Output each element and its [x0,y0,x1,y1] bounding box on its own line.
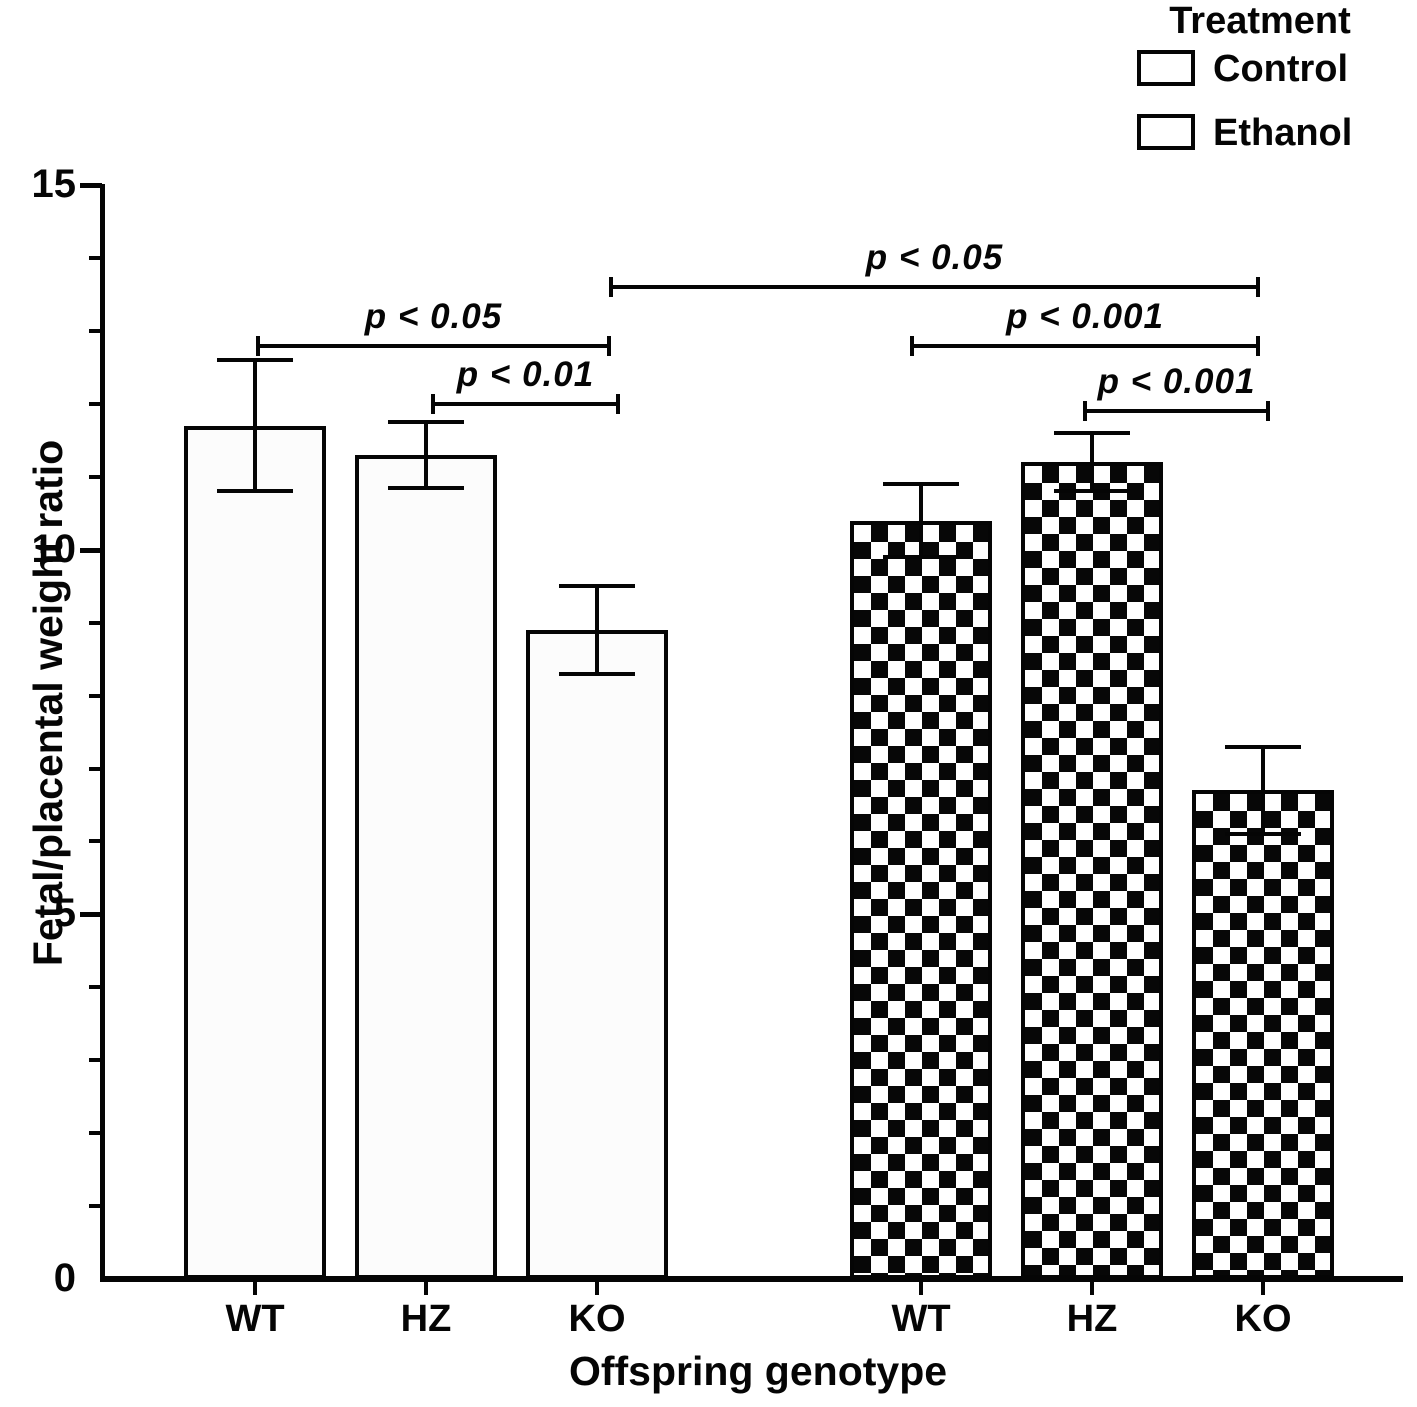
y-tick-label: 15 [31,162,77,207]
sig-bracket-line-2 [611,285,1258,290]
x-label-control-hz: HZ [400,1298,452,1340]
error-cap-top-ethanol-ko [1225,744,1301,749]
y-minor-tick [89,693,102,698]
error-cap-bottom-control-ko [559,671,635,676]
y-major-tick [80,183,102,189]
sig-bracket-line-3 [912,343,1258,348]
x-tick-control-hz [424,1282,428,1295]
error-cap-top-control-hz [388,420,464,425]
sig-bracket-cap-right-3 [1256,335,1260,356]
y-minor-tick [89,839,102,844]
sig-label-3: p < 0.001 [1006,296,1164,336]
sig-label-2: p < 0.05 [865,238,1004,278]
sig-label-1: p < 0.01 [456,354,595,394]
legend-label-control: Control [1213,48,1349,90]
bar-control-wt [184,425,326,1279]
y-minor-tick [89,329,102,334]
y-major-tick [80,547,102,553]
error-stem-control-hz [424,422,428,488]
x-axis-title: Offspring genotype [568,1348,948,1394]
error-stem-control-ko [595,586,599,674]
x-tick-ethanol-wt [919,1282,923,1295]
error-cap-top-control-wt [217,358,293,363]
sig-bracket-cap-right-1 [616,393,620,414]
y-minor-tick [89,1131,102,1136]
y-tick-label: 5 [53,891,76,936]
x-label-control-wt: WT [225,1298,285,1340]
x-label-ethanol-hz: HZ [1066,1298,1118,1340]
y-minor-tick [89,985,102,990]
y-tick-label: 0 [53,1256,76,1300]
y-minor-tick [89,1058,102,1063]
sig-bracket-cap-right-0 [607,335,611,356]
y-minor-tick [89,401,102,406]
bar-control-hz [355,455,497,1279]
error-cap-bottom-control-wt [217,489,293,494]
legend-entry-ethanol: Ethanol [1120,112,1410,154]
sig-label-4: p < 0.001 [1097,362,1256,402]
error-cap-top-ethanol-wt [883,482,959,487]
y-axis-title: Fetal/placental weight ratio [25,439,71,967]
x-label-ethanol-wt: WT [891,1298,951,1340]
y-major-tick [80,912,102,918]
error-cap-top-ethanol-hz [1054,431,1130,436]
x-tick-ethanol-ko [1261,1282,1265,1295]
sig-bracket-cap-left-0 [256,335,260,356]
error-cap-bottom-ethanol-hz [1054,489,1130,494]
bar-ethanol-ko [1192,790,1334,1279]
y-minor-tick [89,1204,102,1209]
y-minor-tick [89,256,102,261]
sig-bracket-cap-left-3 [910,335,914,356]
y-minor-tick [89,620,102,625]
bar-ethanol-hz [1021,462,1163,1279]
error-stem-ethanol-hz [1090,433,1094,492]
sig-bracket-line-1 [433,401,618,406]
x-label-control-ko: KO [568,1298,626,1340]
sig-bracket-cap-left-1 [431,393,435,414]
legend-label-ethanol: Ethanol [1213,112,1353,154]
error-cap-top-control-ko [559,584,635,589]
error-stem-control-wt [253,360,257,492]
bar-control-ko [526,630,668,1279]
sig-bracket-cap-right-4 [1266,401,1270,422]
y-minor-tick [89,766,102,771]
sig-bracket-cap-left-2 [609,277,613,298]
error-cap-bottom-ethanol-ko [1225,832,1301,837]
x-tick-ethanol-hz [1090,1282,1094,1295]
sig-bracket-line-4 [1085,409,1268,414]
ethanol-swatch-icon [1137,114,1195,150]
sig-bracket-cap-left-4 [1083,401,1087,422]
x-label-ethanol-ko: KO [1234,1298,1292,1340]
sig-bracket-cap-right-2 [1256,277,1260,298]
error-cap-bottom-control-hz [388,485,464,490]
x-tick-control-wt [253,1282,257,1295]
y-tick-label: 10 [31,526,77,571]
legend-entry-control: Control [1120,48,1410,90]
legend-title: Treatment [1169,0,1351,42]
x-tick-control-ko [595,1282,599,1295]
bar-ethanol-wt [850,520,992,1279]
y-axis-line [100,184,105,1281]
error-cap-bottom-ethanol-wt [883,555,959,560]
sig-bracket-line-0 [258,343,609,348]
error-stem-ethanol-ko [1261,746,1265,835]
sig-label-0: p < 0.05 [364,296,503,336]
x-axis-line [100,1276,1403,1282]
y-minor-tick [89,474,102,479]
control-swatch-icon [1137,50,1195,86]
error-stem-ethanol-wt [919,484,923,558]
